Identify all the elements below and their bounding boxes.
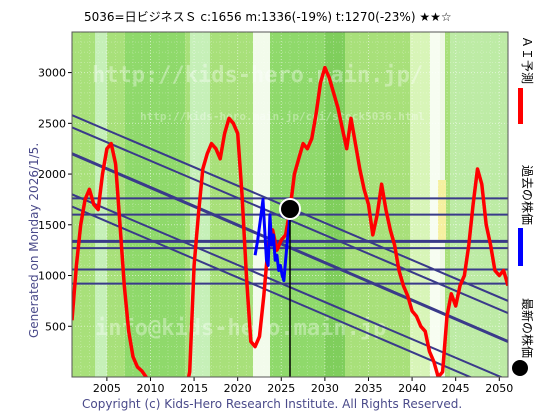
y-tick-label: 3000 bbox=[38, 67, 66, 80]
legend-past-label: 過去の株価 bbox=[520, 165, 535, 225]
x-tick-label: 2005 bbox=[93, 382, 121, 395]
y-tick-label: 500 bbox=[45, 320, 66, 333]
x-tick-label: 2035 bbox=[354, 382, 382, 395]
plot-frame bbox=[71, 31, 509, 378]
copyright-footer: Copyright (c) Kids-Hero Research Institu… bbox=[82, 397, 462, 411]
legend-latest-marker bbox=[512, 360, 528, 376]
x-tick-label: 2010 bbox=[136, 382, 164, 395]
x-tick-label: 2015 bbox=[180, 382, 208, 395]
x-tick-label: 2030 bbox=[311, 382, 339, 395]
legend-latest-label: 最新の株価 bbox=[520, 298, 535, 358]
x-tick-label: 2020 bbox=[224, 382, 252, 395]
x-tick-label: 2040 bbox=[398, 382, 426, 395]
legend-ai-swatch bbox=[518, 88, 523, 124]
series-lines bbox=[72, 65, 508, 377]
watermark-email: info@kids-hero.main.jp bbox=[95, 316, 386, 341]
watermark-subpage: http://kids-hero.main.jp/cgi/stock5036.h… bbox=[140, 110, 425, 123]
legend-ai-label: ＡＩ予測 bbox=[520, 36, 534, 84]
generated-date-label: Generated on Monday 2026/1/5. bbox=[27, 143, 41, 338]
legend: ＡＩ予測 過去の株価 最新の株価 bbox=[512, 36, 535, 376]
y-tick-labels: 500 1000 1500 2000 2500 3000 bbox=[38, 67, 72, 333]
x-tick-label: 2045 bbox=[442, 382, 470, 395]
watermark-url: http://kids-hero.main.jp/ bbox=[92, 63, 423, 88]
x-tick-label: 2025 bbox=[267, 382, 295, 395]
y-tick-label: 2500 bbox=[38, 117, 66, 130]
chart-title: 5036=日ビジネスＳ c:1656 m:1336(-19%) t:1270(-… bbox=[84, 10, 452, 24]
y-tick-label: 1500 bbox=[38, 219, 66, 232]
current-marker-group bbox=[279, 197, 301, 377]
y-tick-label: 1000 bbox=[38, 270, 66, 283]
legend-past-swatch bbox=[518, 228, 523, 266]
y-tick-label: 2000 bbox=[38, 168, 66, 181]
ai-forecast-line bbox=[72, 65, 508, 377]
past-price-line bbox=[253, 197, 292, 283]
current-price-marker bbox=[279, 197, 301, 220]
x-tick-labels: 2005 2010 2015 2020 2025 2030 2035 2040 2045 2050 bbox=[93, 377, 513, 395]
x-tick-label: 2050 bbox=[485, 382, 513, 395]
